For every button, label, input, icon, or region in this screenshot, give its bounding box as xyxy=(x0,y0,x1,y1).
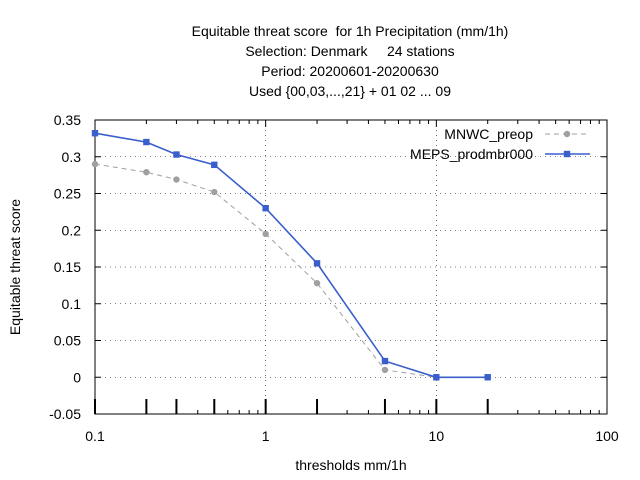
series-line-MNWC_preop xyxy=(94,163,488,378)
chart-title-line: Equitable threat score for 1h Precipitat… xyxy=(192,23,509,39)
chart-title: Equitable threat score for 1h Precipitat… xyxy=(192,23,509,99)
chart-title-line: Selection: Denmark 24 stations xyxy=(245,43,454,59)
y-tick-label: 0.05 xyxy=(54,333,81,349)
data-point xyxy=(211,161,218,169)
legend: MNWC_preop MEPS_prodmbr000 xyxy=(410,126,590,162)
axis-ticks: -0.05 0 0.05 0.1 0.15 0.2 0.25 0.3 0.35 0.1 1 10 100 xyxy=(49,112,619,444)
x-axis-label: thresholds mm/1h xyxy=(295,457,406,473)
grid xyxy=(94,119,608,415)
data-point xyxy=(143,138,150,146)
series-line-MEPS_prodmbr000 xyxy=(94,132,488,379)
data-point xyxy=(381,366,389,374)
y-tick-label: 0 xyxy=(73,369,81,385)
data-point xyxy=(313,279,321,287)
y-tick-label: 0.35 xyxy=(54,112,81,128)
y-axis-label: Equitable threat score xyxy=(7,199,23,335)
y-tick-label: 0.15 xyxy=(54,259,81,275)
y-tick-label: 0.1 xyxy=(62,296,82,312)
x-tick-label: 100 xyxy=(595,428,619,444)
series xyxy=(91,130,491,381)
y-tick-label: 0.2 xyxy=(62,222,82,238)
legend-marker xyxy=(563,150,571,158)
data-point xyxy=(91,160,99,168)
data-point xyxy=(381,357,389,365)
legend-label: MEPS_prodmbr000 xyxy=(410,146,533,162)
y-tick-label: -0.05 xyxy=(49,406,81,422)
data-point xyxy=(484,374,491,381)
x-tick-label: 10 xyxy=(429,428,445,444)
chart-title-line: Period: 20200601-20200630 xyxy=(261,63,439,79)
y-tick-label: 0.3 xyxy=(62,149,82,165)
data-point xyxy=(262,205,269,212)
data-point xyxy=(173,176,180,183)
data-point xyxy=(262,230,269,238)
y-tick-label: 0.25 xyxy=(54,186,81,202)
legend-marker xyxy=(563,130,571,138)
threshold-marks xyxy=(94,399,489,414)
data-point xyxy=(313,260,321,267)
data-point xyxy=(91,130,99,137)
data-point xyxy=(173,151,180,158)
data-point xyxy=(433,374,440,381)
x-tick-label: 0.1 xyxy=(85,428,105,444)
data-point xyxy=(211,188,218,196)
chart-title-line: Used {00,03,...,21} + 01 02 ... 09 xyxy=(249,83,451,99)
legend-label: MNWC_preop xyxy=(444,126,533,142)
data-point xyxy=(143,168,150,176)
x-tick-label: 1 xyxy=(262,428,270,444)
